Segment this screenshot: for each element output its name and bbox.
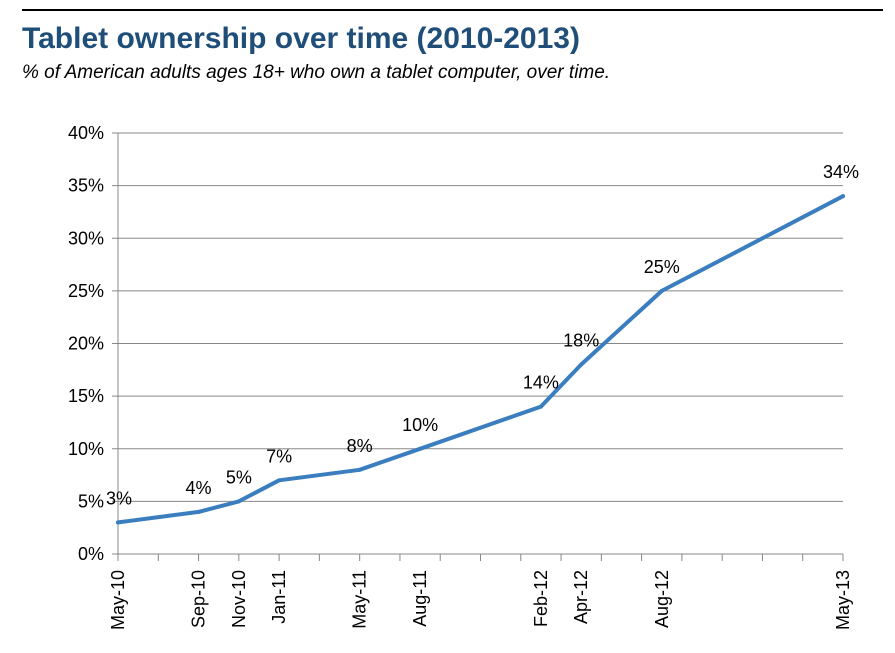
x-tick-label: Sep-10: [189, 570, 209, 628]
data-point: [357, 467, 362, 472]
data-label: 8%: [347, 436, 373, 456]
x-tick-label: Nov-10: [229, 570, 249, 628]
data-label: 14%: [523, 373, 559, 393]
x-tick-label: May-10: [108, 570, 128, 630]
y-tick-label: 20%: [68, 334, 104, 354]
gridlines: [118, 132, 843, 502]
data-label: 34%: [823, 162, 859, 182]
x-tick-label: Jan-11: [269, 570, 289, 624]
data-label: 3%: [106, 488, 132, 508]
y-tick-label: 0%: [78, 544, 104, 564]
x-tick-label: Aug-12: [652, 570, 672, 628]
data-point: [236, 499, 241, 504]
data-point: [538, 404, 543, 409]
data-label: 10%: [402, 415, 438, 435]
data-label: 25%: [644, 257, 680, 277]
chart-title: Tablet ownership over time (2010-2013): [22, 22, 580, 55]
data-point: [116, 520, 120, 525]
data-point: [841, 194, 845, 199]
data-point: [196, 509, 201, 514]
y-tick-label: 10%: [68, 439, 104, 459]
axes: [112, 132, 844, 561]
y-tick-label: 30%: [68, 228, 104, 248]
y-tick-label: 35%: [68, 176, 104, 196]
x-tick-label: Aug-11: [410, 570, 430, 627]
y-tick-label: 40%: [68, 123, 104, 143]
data-point: [277, 478, 282, 483]
data-point: [579, 362, 584, 367]
x-tick-label: Feb-12: [531, 570, 551, 627]
chart-subtitle: % of American adults ages 18+ who own a …: [22, 62, 611, 83]
x-tick-label: Apr-12: [571, 570, 591, 624]
labels: 0% 5% 10% 15% 20% 25% 30% 35% 40% May-10 Sep-10 Nov…: [68, 123, 859, 630]
y-tick-label: 5%: [78, 491, 104, 511]
data-label: 5%: [226, 467, 252, 487]
x-tick-label: May-13: [833, 570, 853, 630]
series: [116, 194, 845, 525]
y-tick-label: 15%: [68, 386, 104, 406]
y-tick-label: 25%: [68, 281, 104, 301]
series-line: [116, 194, 845, 525]
data-point: [659, 288, 664, 293]
x-tick-label: May-11: [350, 570, 370, 629]
data-label: 7%: [266, 446, 292, 466]
data-point: [418, 446, 423, 451]
data-label: 4%: [186, 478, 212, 498]
top-rule: [22, 9, 883, 11]
data-label: 18%: [563, 331, 599, 351]
